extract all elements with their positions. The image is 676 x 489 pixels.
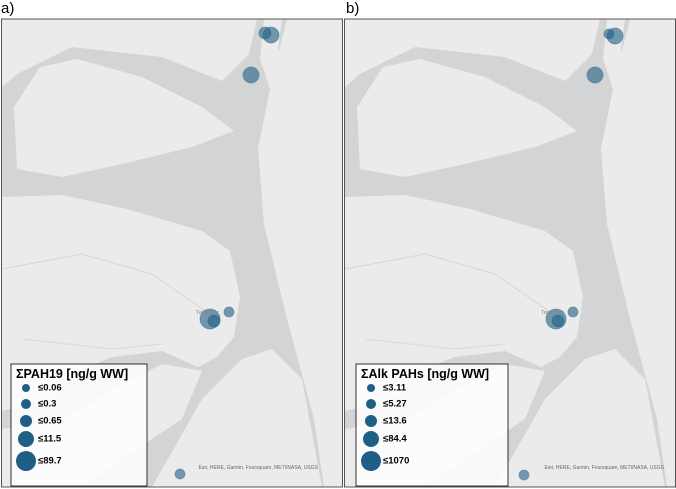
legend-item: ≤0.3 [38, 399, 56, 410]
legend-symbol [367, 384, 375, 392]
place-label: Tananger [196, 310, 219, 316]
site [174, 468, 186, 480]
legend-item: ≤89.7 [38, 456, 62, 467]
legend-symbol [361, 451, 381, 471]
site [207, 314, 221, 328]
place-label: Tananger [541, 310, 564, 316]
legend-symbol [20, 415, 32, 427]
legend-item: ≤84.4 [383, 434, 407, 445]
legend-box [355, 363, 509, 487]
legend-symbol [21, 399, 31, 409]
attribution: Esri, HERE, Garmin, Foursquare, METI/NAS… [199, 465, 319, 471]
map-frame [1, 18, 343, 488]
legend-symbol [366, 399, 376, 409]
legend-symbol [16, 451, 36, 471]
legend-item: ≤11.5 [38, 434, 62, 445]
attribution: Esri, HERE, Garmin, Foursquare, METI/NAS… [545, 465, 665, 471]
legend-symbol [18, 431, 34, 447]
legend-title: ΣAlk PAHs [ng/g WW] [361, 367, 489, 381]
panel-b: b) Tananger Esri, HERE, Garmin, Foursqua… [344, 0, 676, 487]
legend: ΣPAH19 [ng/g WW] ≤0.06 ≤0.3 ≤0.65 ≤11.5 ≤89.7 [10, 363, 148, 487]
legend-item: ≤1070 [383, 456, 409, 467]
site [586, 66, 604, 84]
legend-item: ≤0.65 [38, 416, 62, 427]
sample-sites [518, 27, 624, 481]
site [567, 306, 579, 318]
legend: ΣAlk PAHs [ng/g WW] ≤3.11 ≤5.27 ≤13.6 ≤84.4 ≤… [355, 363, 509, 487]
legend-item: ≤0.06 [38, 383, 62, 394]
site [223, 306, 235, 318]
panel-a: a) Tananger Esri, HERE, Garmin, Foursqua… [1, 0, 343, 487]
legend-symbol [363, 431, 379, 447]
legend-title: ΣPAH19 [ng/g WW] [16, 367, 128, 381]
site [518, 469, 530, 481]
site [606, 27, 624, 45]
panel-label: b) [346, 0, 359, 17]
sample-sites [174, 26, 280, 480]
legend-symbol [365, 415, 377, 427]
site [551, 314, 565, 328]
legend-item: ≤3.11 [383, 383, 407, 394]
legend-item: ≤13.6 [383, 416, 407, 427]
panel-label: a) [1, 0, 14, 17]
site [242, 66, 260, 84]
legend-symbol [22, 384, 30, 392]
site [262, 26, 280, 44]
legend-item: ≤5.27 [383, 399, 407, 410]
